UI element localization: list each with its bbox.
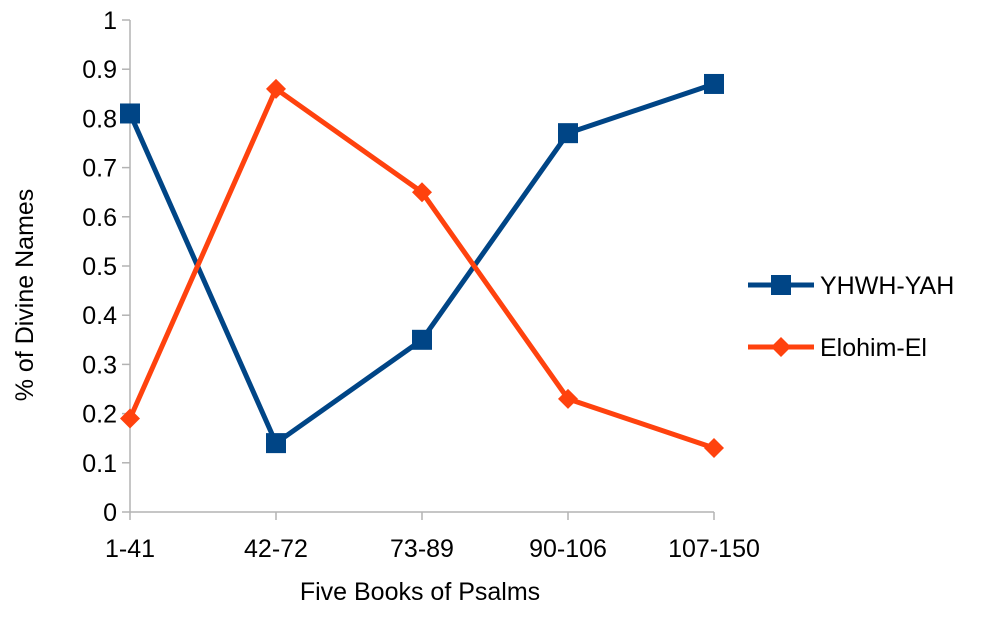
series-1 [120,78,724,459]
data-point-marker [266,78,286,99]
y-tick-label: 0.5 [82,253,117,281]
x-tick-label: 73-89 [390,535,454,563]
y-tick-label: 0.9 [82,56,117,84]
data-point-marker [412,329,432,350]
y-tick-label: 0 [103,499,117,527]
data-point-marker [704,73,724,94]
data-point-marker [120,408,140,429]
data-point-marker [558,388,578,409]
legend-swatch-marker [771,337,791,357]
y-tick-label: 0.1 [82,450,117,478]
y-axis-title: % of Divine Names [11,189,39,402]
x-tick-label: 1-41 [105,535,155,563]
legend-label: Elohim-El [820,334,927,362]
legend: YHWH-YAH Elohim-El [748,272,954,362]
series-line [127,81,717,446]
y-tick-label: 0.3 [82,351,117,379]
y-tick-label: 0.2 [82,401,117,429]
legend-item: YHWH-YAH [748,272,954,300]
y-axis-ticks: 0 0.1 0.2 0.3 0.4 0.5 0.6 0.7 0.8 0.9 1 [82,7,130,527]
axes [129,20,714,513]
data-point-marker [120,103,140,124]
x-tick-label: 107-150 [668,535,760,563]
data-point-marker [412,182,432,203]
series-0 [120,73,724,454]
legend-swatch-marker [771,275,791,295]
y-tick-label: 1 [103,7,117,35]
y-tick-label: 0.6 [82,204,117,232]
legend-item: Elohim-El [748,334,927,362]
y-tick-label: 0.8 [82,105,117,133]
y-tick-label: 0.7 [82,155,117,183]
x-tick-label: 42-72 [244,535,308,563]
x-tick-label: 90-106 [529,535,607,563]
x-axis-ticks: 1-41 42-72 73-89 90-106 107-150 [105,512,760,563]
y-tick-label: 0.4 [82,302,117,330]
series-line [127,86,717,451]
data-point-marker [704,438,724,459]
data-point-marker [266,433,286,454]
series-layer [120,73,724,459]
legend-label: YHWH-YAH [820,272,954,300]
data-point-marker [558,123,578,144]
x-axis-title: Five Books of Psalms [300,578,540,606]
